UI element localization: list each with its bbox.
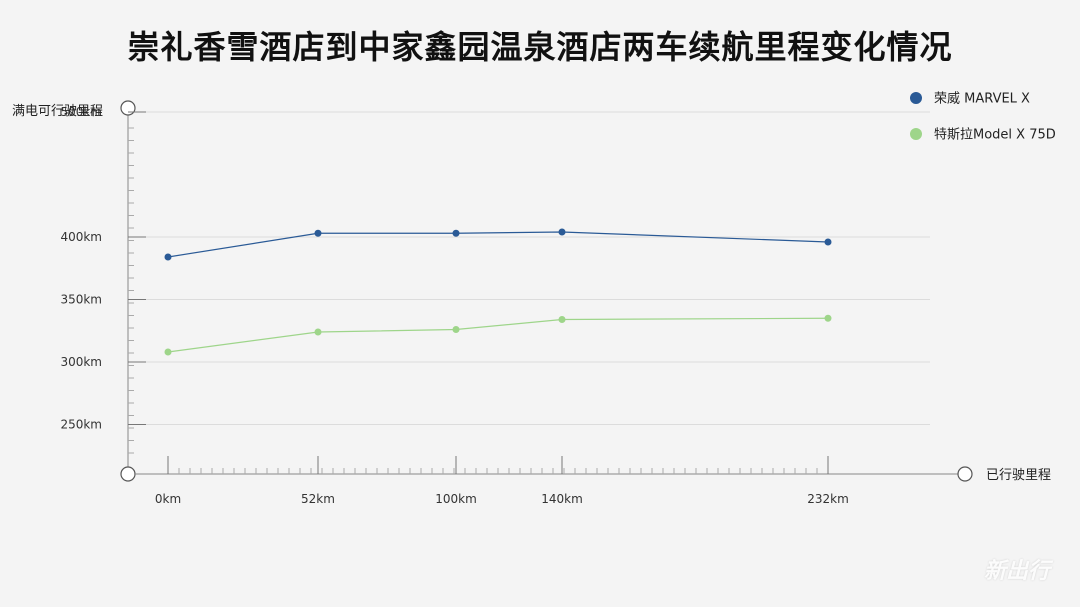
x-tick-label: 52km	[301, 492, 335, 506]
data-point	[452, 326, 460, 333]
x-axis-title: 已行驶里程	[986, 468, 1051, 483]
data-point	[452, 229, 460, 237]
data-point	[558, 316, 566, 323]
y-tick-label: 350km	[60, 293, 102, 307]
series	[164, 228, 832, 356]
x-tick-label: 140km	[541, 492, 583, 506]
axes: 250km 300km 350km 400km 500km 0km 52km 100km 140…	[12, 100, 1051, 506]
legend-marker	[910, 92, 922, 104]
y-tick-label: 400km	[60, 230, 102, 244]
data-point	[164, 253, 172, 261]
x-tick-label: 232km	[807, 492, 849, 506]
origin-circle	[120, 466, 136, 482]
grid-lines	[128, 111, 930, 425]
x-axis-end-circle	[957, 466, 973, 482]
data-point	[314, 229, 322, 237]
y-axis-end-circle	[120, 100, 136, 116]
chart-title: 崇礼香雪酒店到中家鑫园温泉酒店两车续航里程变化情况	[127, 28, 953, 66]
data-point	[164, 348, 172, 356]
data-point	[824, 238, 832, 246]
y-tick-label: 500km	[60, 105, 102, 119]
data-point	[314, 328, 322, 336]
x-tick-label: 100km	[435, 492, 477, 506]
legend: 荣威 MARVEL X 特斯拉Model X 75D	[910, 92, 1056, 143]
y-axis-title: 满电可行驶里程	[12, 104, 103, 119]
y-tick-label: 300km	[60, 355, 102, 369]
data-point	[558, 228, 566, 236]
y-tick-label: 250km	[60, 418, 102, 432]
legend-label: 特斯拉Model X 75D	[934, 128, 1056, 143]
legend-label: 荣威 MARVEL X	[934, 92, 1030, 107]
series-line	[167, 317, 829, 353]
watermark-logo: 新出行	[983, 559, 1050, 584]
x-tick-label: 0km	[155, 492, 181, 506]
data-point	[824, 314, 832, 322]
legend-marker	[910, 128, 922, 140]
series-line	[167, 231, 829, 258]
